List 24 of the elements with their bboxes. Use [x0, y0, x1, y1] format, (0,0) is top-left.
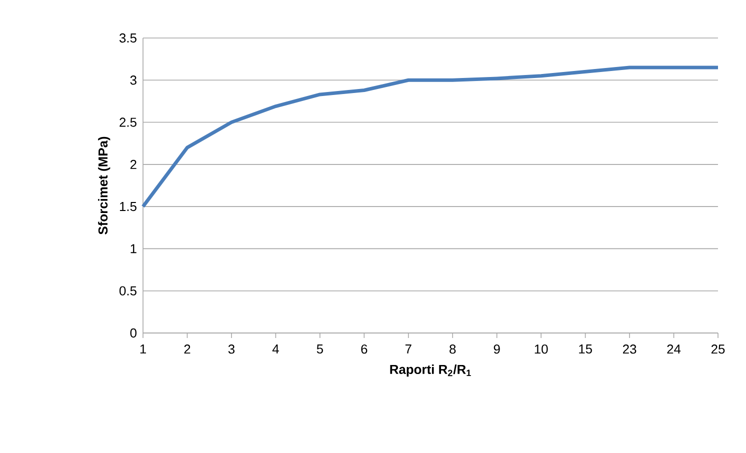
x-tick-label: 23 [623, 344, 636, 354]
x-tick-label: 5 [316, 344, 323, 354]
x-tick-label: 10 [534, 344, 548, 354]
x-tick-label: 25 [711, 344, 725, 354]
x-tick-label: 1 [140, 344, 146, 354]
x-tick-label: 2 [184, 344, 190, 354]
x-tick-label: 15 [579, 344, 592, 354]
y-tick-label: 2.5 [120, 118, 136, 127]
x-tick-label: 24 [667, 344, 681, 354]
y-axis-title: Sforcimet (MPa) [98, 136, 110, 234]
x-tick-label: 6 [361, 344, 368, 354]
x-axis-title: Raporti R$_{2}$/R$_{1}$ [390, 364, 471, 377]
y-tick-label: 0.5 [119, 286, 136, 296]
y-tick-label: 3 [130, 76, 136, 85]
x-tick-label: 4 [272, 344, 279, 354]
x-tick-label: 8 [450, 344, 456, 354]
y-tick-label: 0 [130, 328, 136, 338]
y-tick-label: 1.5 [120, 202, 136, 212]
x-tick-label: 3 [228, 344, 235, 354]
y-tick-label: 1 [130, 244, 136, 254]
y-tick-label: 2 [130, 160, 136, 169]
y-tick-label: 3.5 [119, 33, 136, 43]
x-tick-label: 7 [405, 344, 412, 354]
x-tick-label: 9 [494, 344, 500, 354]
